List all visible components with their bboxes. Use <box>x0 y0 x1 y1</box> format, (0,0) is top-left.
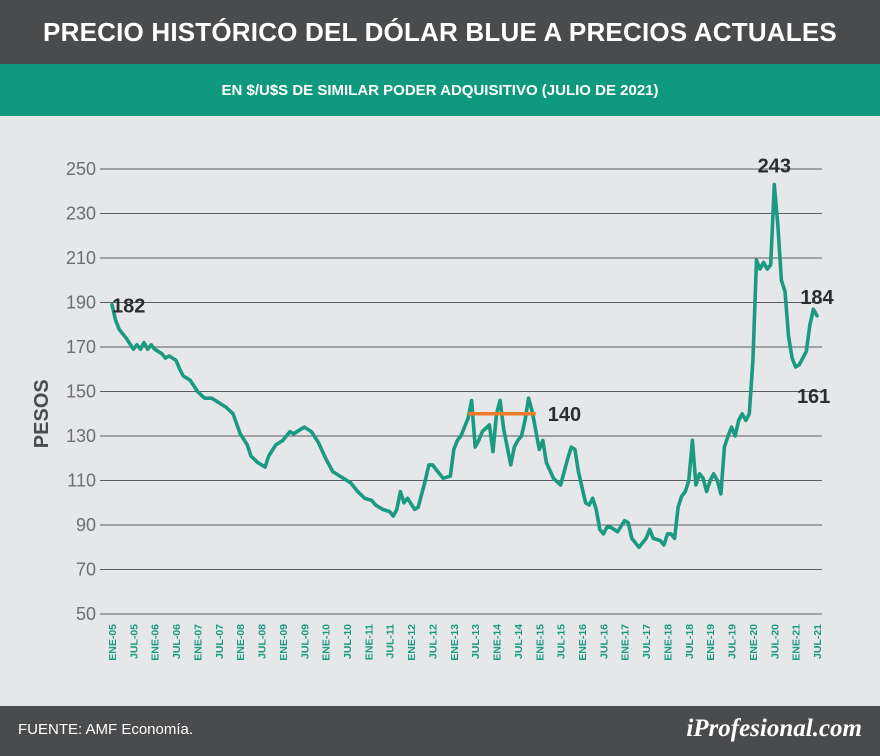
plot-area: 50 70 90 110 130 150 170 190 210 230 250 ENE-05 JUL… <box>0 116 880 706</box>
chart-title: PRECIO HISTÓRICO DEL DÓLAR BLUE A PRECIO… <box>43 16 837 47</box>
x-tick-label: ENE-10 <box>321 624 333 661</box>
brand-logo: iProfesional.com <box>686 715 862 742</box>
x-tick-label: JUL-09 <box>299 624 311 659</box>
y-tick-label: 150 <box>66 382 96 402</box>
x-tick-label: JUL-18 <box>684 624 696 659</box>
y-tick-label: 70 <box>76 560 96 580</box>
y-tick-label: 170 <box>66 337 96 357</box>
y-tick-label: 110 <box>67 471 96 491</box>
x-tick-label: ENE-06 <box>150 624 162 661</box>
x-tick-label: ENE-18 <box>662 624 674 661</box>
x-tick-label: JUL-15 <box>556 624 568 659</box>
x-tick-label: JUL-13 <box>470 624 482 659</box>
x-tick-label: ENE-15 <box>534 624 546 661</box>
x-tick-label: JUL-12 <box>427 624 439 659</box>
footer-bar: FUENTE: AMF Economía. iProfesional.com <box>0 706 880 756</box>
title-bar: PRECIO HISTÓRICO DEL DÓLAR BLUE A PRECIO… <box>0 0 880 64</box>
x-tick-label: JUL-08 <box>257 624 269 659</box>
reference-line-layer: 140 <box>468 404 581 426</box>
annotations: 182 243 184 161 <box>112 156 835 408</box>
x-tick-label: JUL-10 <box>342 624 354 659</box>
x-tick-label: ENE-16 <box>577 624 589 661</box>
x-tick-label: ENE-20 <box>748 624 760 661</box>
x-tick-label: JUL-19 <box>727 624 739 659</box>
gridlines <box>100 168 822 615</box>
x-tick-label: ENE-09 <box>278 624 290 661</box>
y-tick-label: 230 <box>66 204 96 224</box>
series-layer <box>110 182 819 550</box>
x-tick-label: ENE-08 <box>235 624 247 661</box>
y-tick-label: 210 <box>66 248 96 268</box>
y-tick-label: 130 <box>66 426 96 446</box>
x-tick-label: ENE-19 <box>705 624 717 661</box>
x-tick-label: ENE-12 <box>406 624 418 661</box>
x-tick-label: ENE-17 <box>620 624 632 661</box>
price-series-line <box>110 182 819 550</box>
chart-subtitle: EN $/U$S DE SIMILAR PODER ADQUISITIVO (J… <box>221 81 659 99</box>
value-annotation: 182 <box>112 295 145 317</box>
y-axis-label: PESOS <box>31 379 53 448</box>
x-tick-label: JUL-21 <box>812 624 824 659</box>
value-annotation: 243 <box>758 156 791 178</box>
x-tick-label: JUL-17 <box>641 624 653 659</box>
x-tick-label: JUL-06 <box>171 624 183 659</box>
x-tick-label: JUL-11 <box>385 624 397 659</box>
value-annotation: 184 <box>800 287 834 309</box>
x-tick-label: ENE-21 <box>791 624 803 661</box>
reference-line-label: 140 <box>548 404 581 426</box>
x-tick-label: JUL-14 <box>513 624 525 659</box>
line-chart: 50 70 90 110 130 150 170 190 210 230 250 ENE-05 JUL… <box>31 156 835 661</box>
y-axis-ticks: 50 70 90 110 130 150 170 190 210 230 250 <box>66 159 96 624</box>
source-note: FUENTE: AMF Economía. <box>18 721 194 738</box>
x-tick-label: JUL-07 <box>214 624 226 659</box>
value-annotation: 161 <box>797 386 830 408</box>
x-tick-label: ENE-07 <box>192 624 204 661</box>
y-tick-label: 190 <box>66 293 96 313</box>
subtitle-bar: EN $/U$S DE SIMILAR PODER ADQUISITIVO (J… <box>0 64 880 116</box>
y-tick-label: 90 <box>76 515 96 535</box>
x-tick-label: JUL-05 <box>128 624 140 659</box>
x-tick-label: ENE-13 <box>449 624 461 661</box>
x-tick-label: ENE-14 <box>492 624 504 661</box>
x-tick-label: JUL-20 <box>769 624 781 659</box>
x-axis-ticks: ENE-05 JUL-05 ENE-06 JUL-06 ENE-07 JUL-07 ENE-… <box>107 624 824 661</box>
x-tick-label: ENE-11 <box>363 624 375 660</box>
y-tick-label: 250 <box>66 159 96 179</box>
x-tick-label: JUL-16 <box>598 624 610 659</box>
x-tick-label: ENE-05 <box>107 624 119 661</box>
y-tick-label: 50 <box>76 604 96 624</box>
